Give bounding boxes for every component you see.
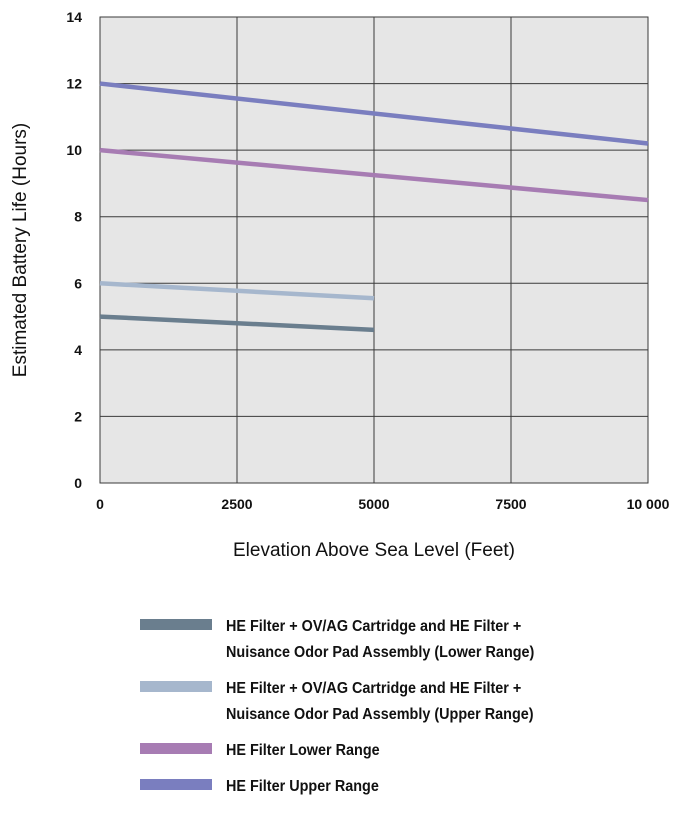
- y-axis-ticks: 0 2 4 6 8 10 12 14: [66, 9, 82, 491]
- x-tick-label: 7500: [495, 496, 526, 512]
- y-tick-label: 6: [74, 275, 82, 291]
- y-tick-label: 14: [66, 9, 82, 25]
- series-line: [99, 314, 375, 333]
- y-tick-label: 8: [74, 209, 82, 225]
- legend-item: HE Filter Upper Range: [140, 774, 670, 800]
- x-tick-label: 10 000: [627, 496, 670, 512]
- legend-swatch: [140, 743, 212, 754]
- x-axis-title: Elevation Above Sea Level (Feet): [233, 540, 515, 560]
- plot-border: [99, 16, 649, 484]
- legend-item: HE Filter Lower Range: [140, 738, 670, 764]
- legend-item: HE Filter + OV/AG Cartridge and HE Filte…: [140, 676, 670, 728]
- legend: HE Filter + OV/AG Cartridge and HE Filte…: [140, 614, 670, 810]
- y-tick-label: 12: [66, 76, 82, 92]
- x-tick-label: 2500: [221, 496, 252, 512]
- x-tick-label: 5000: [358, 496, 389, 512]
- y-axis-title: Estimated Battery Life (Hours): [10, 123, 31, 377]
- line-chart: 0 2500 5000 7500 10 000 0 2 4 6 8 10 12 14 Elevatio…: [10, 9, 670, 560]
- grid: [99, 16, 649, 484]
- legend-swatch: [140, 619, 212, 630]
- legend-label: HE Filter + OV/AG Cartridge and HE Filte…: [226, 680, 534, 723]
- y-tick-label: 4: [74, 342, 82, 358]
- legend-swatch: [140, 681, 212, 692]
- legend-item: HE Filter + OV/AG Cartridge and HE Filte…: [140, 614, 670, 666]
- legend-swatch: [140, 779, 212, 790]
- legend-label: HE Filter + OV/AG Cartridge and HE Filte…: [226, 618, 535, 661]
- y-tick-label: 0: [74, 475, 82, 491]
- series-line: [99, 81, 649, 146]
- legend-label: HE Filter Lower Range: [226, 742, 380, 759]
- series-line: [99, 281, 375, 301]
- y-tick-label: 10: [66, 142, 82, 158]
- x-tick-label: 0: [96, 496, 104, 512]
- series-line: [99, 147, 649, 203]
- y-tick-label: 2: [74, 408, 82, 424]
- legend-label: HE Filter Upper Range: [226, 778, 379, 795]
- x-axis-ticks: 0 2500 5000 7500 10 000: [96, 496, 670, 512]
- series-lines: [99, 81, 649, 333]
